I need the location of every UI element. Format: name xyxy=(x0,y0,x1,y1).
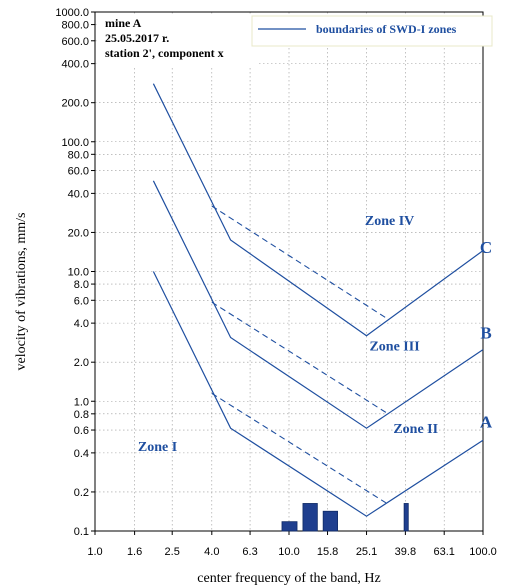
legend: boundaries of SWD-I zones xyxy=(251,15,493,47)
x-tick-label: 39.8 xyxy=(395,546,416,558)
x-tick-label: 4.0 xyxy=(204,546,219,558)
x-tick-label: 25.1 xyxy=(356,546,377,558)
y-tick-label: 0.1 xyxy=(74,526,89,538)
dashed-boundary xyxy=(211,392,387,504)
y-tick-label: 0.6 xyxy=(74,425,89,437)
y-tick-label: 1.0 xyxy=(74,396,89,408)
y-tick-label: 100.0 xyxy=(61,137,89,149)
y-tick-label: 600.0 xyxy=(61,36,89,48)
boundary-curve-b xyxy=(152,180,484,429)
curve-label-b: B xyxy=(480,323,491,342)
boundary-curves xyxy=(152,83,484,517)
curve-label-c: C xyxy=(480,238,492,257)
x-tick-label: 6.3 xyxy=(242,546,257,558)
info-box: mine A 25.05.2017 r. station 2', compone… xyxy=(99,14,257,66)
y-tick-label: 6.0 xyxy=(74,295,89,307)
spectrum-bar xyxy=(403,503,409,532)
info-line-station: station 2', component x xyxy=(105,46,224,60)
y-tick-label: 800.0 xyxy=(61,20,89,32)
zone-label: Zone III xyxy=(369,339,419,354)
info-line-mine: mine A xyxy=(105,16,142,30)
y-tick-label: 2.0 xyxy=(74,357,89,369)
spectrum-bar xyxy=(302,503,318,532)
y-tick-label: 40.0 xyxy=(68,188,89,200)
x-tick-label: 100.0 xyxy=(469,546,497,558)
y-tick-label: 20.0 xyxy=(68,227,89,239)
legend-label: boundaries of SWD-I zones xyxy=(316,22,457,36)
spectrum-bar xyxy=(322,510,338,532)
x-axis-ticks: 1.0 1.6 2.5 4.0 6.3 10.0 15.8 25.1 39.8 63.1 100.0 xyxy=(87,531,497,558)
y-axis-ticks: 0.1 0.2 0.4 0.6 0.81.0 2.0 4.0 6.0 8.010.0 20.0 40… xyxy=(55,7,95,538)
y-tick-label: 1000.0 xyxy=(55,7,89,19)
x-tick-label: 1.0 xyxy=(87,546,102,558)
zone-label: Zone IV xyxy=(365,214,414,229)
dashed-boundary xyxy=(211,301,387,413)
y-tick-label: 400.0 xyxy=(61,59,89,71)
zone-label: Zone II xyxy=(393,422,438,437)
curve-letters: A B C xyxy=(480,238,493,432)
y-tick-label: 0.8 xyxy=(74,409,89,421)
dashed-boundaries xyxy=(211,205,387,504)
y-tick-label: 60.0 xyxy=(68,166,89,178)
x-tick-label: 15.8 xyxy=(317,546,338,558)
zone-labels: Zone I Zone II Zone III Zone IV xyxy=(138,214,438,455)
boundary-curve-c xyxy=(152,83,484,337)
y-tick-label: 4.0 xyxy=(74,318,89,330)
y-tick-label: 200.0 xyxy=(61,98,89,110)
info-line-date: 25.05.2017 r. xyxy=(105,31,169,45)
y-axis-label: velocity of vibrations, mm/s xyxy=(14,213,29,371)
x-tick-label: 2.5 xyxy=(165,546,180,558)
curve-label-a: A xyxy=(480,412,493,431)
y-tick-label: 10.0 xyxy=(68,267,89,279)
x-tick-label: 1.6 xyxy=(127,546,142,558)
spectrum-bar xyxy=(281,521,298,532)
x-tick-label: 10.0 xyxy=(278,546,299,558)
dashed-boundary xyxy=(211,205,387,319)
x-axis-label: center frequency of the band, Hz xyxy=(197,571,380,586)
x-tick-label: 63.1 xyxy=(433,546,454,558)
y-tick-label: 80.0 xyxy=(68,149,89,161)
zone-label: Zone I xyxy=(138,440,177,455)
bars xyxy=(281,503,409,532)
y-tick-label: 8.0 xyxy=(74,279,89,291)
y-tick-label: 0.4 xyxy=(74,448,89,460)
y-tick-label: 0.2 xyxy=(74,487,89,499)
boundary-curve-a xyxy=(152,271,484,517)
